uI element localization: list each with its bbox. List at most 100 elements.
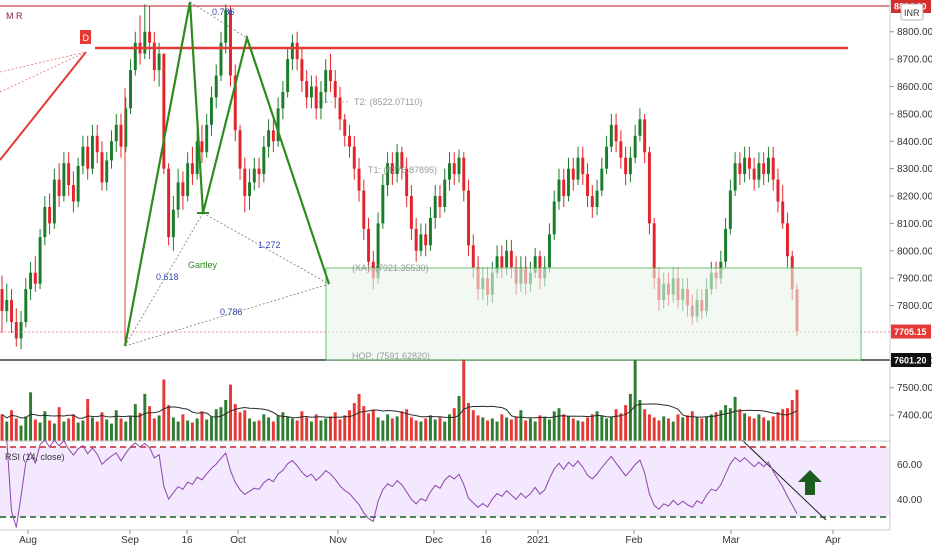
- volume-bar: [628, 393, 632, 441]
- volume-bar: [690, 411, 694, 441]
- rsi-trend-line: [741, 439, 827, 521]
- volume-bar: [33, 419, 37, 441]
- candle-body: [467, 190, 471, 246]
- volume-bar: [443, 421, 447, 441]
- volume-bar: [666, 418, 670, 441]
- volume-bar: [395, 416, 399, 441]
- price-badge-label: 7705.15: [894, 327, 927, 337]
- candle-body: [133, 42, 137, 71]
- candle-body: [229, 9, 232, 76]
- volume-bar: [86, 398, 90, 441]
- volume-bar: [105, 419, 109, 441]
- volume-bar: [486, 420, 490, 441]
- volume-bar: [543, 417, 547, 441]
- candle-body: [357, 168, 361, 191]
- candle-body: [271, 130, 275, 142]
- time-tick-label: Nov: [329, 535, 347, 546]
- candle-body: [581, 157, 585, 175]
- ratio-label-ac: 0.786: [212, 7, 235, 17]
- volume-bar: [695, 417, 699, 441]
- volume-bar: [657, 420, 661, 441]
- candle-body: [400, 152, 404, 169]
- volume-bar: [438, 417, 442, 441]
- gartley-bd-dotted: [202, 212, 330, 285]
- candle-body: [333, 81, 337, 98]
- volume-bar: [43, 411, 47, 441]
- volume-bar: [428, 415, 432, 441]
- volume-bar: [471, 410, 475, 441]
- volume-bar: [400, 411, 404, 441]
- candle-body: [576, 157, 580, 180]
- candle-body: [381, 185, 385, 224]
- volume-bar: [143, 393, 147, 441]
- volume-bar: [738, 409, 742, 441]
- volume-bar: [676, 414, 680, 441]
- candle-body: [181, 182, 185, 197]
- candle-body: [0, 289, 4, 312]
- volume-bar: [562, 414, 566, 441]
- volume-bar: [462, 359, 466, 441]
- volume-bar: [662, 416, 666, 441]
- time-tick-label: 16: [181, 535, 193, 546]
- candle-body: [38, 237, 42, 284]
- candle-body: [257, 168, 261, 175]
- candle-body: [148, 31, 152, 43]
- candle-body: [24, 289, 28, 322]
- candle-body: [10, 300, 13, 322]
- volume-bar: [681, 417, 685, 441]
- candle-body: [471, 245, 475, 268]
- volume-bar: [514, 416, 518, 441]
- candle-body: [248, 182, 252, 197]
- volume-bar: [590, 414, 594, 441]
- candle-body: [367, 228, 371, 262]
- volume-bar: [505, 417, 509, 441]
- volume-bar: [186, 420, 190, 441]
- candle-body: [500, 256, 504, 268]
- volume-bar: [352, 403, 356, 441]
- volume-bar: [700, 418, 704, 441]
- candle-body: [390, 163, 394, 175]
- volume-bar: [57, 407, 61, 441]
- rsi-band-fill: [0, 447, 890, 517]
- volume-bar: [110, 423, 113, 441]
- dotted-fan-line-1: [0, 51, 87, 73]
- volume-bar: [76, 422, 80, 441]
- candle-body: [86, 146, 90, 169]
- t2-label: T2: (8522.07110): [354, 97, 422, 107]
- candle-body: [114, 124, 118, 142]
- currency-badge[interactable]: INR: [900, 3, 924, 21]
- volume-bar: [390, 418, 394, 441]
- candle-body: [443, 179, 447, 207]
- price-tick-label: 8500.00: [897, 109, 932, 120]
- candle-body: [62, 163, 66, 197]
- volume-bar: [476, 415, 480, 441]
- time-axis[interactable]: Aug Sep 16 Oct Nov Dec 16 2021 Feb Mar Apr: [19, 530, 841, 546]
- volume-bar: [414, 420, 418, 441]
- price-tick-label: 8300.00: [897, 164, 932, 175]
- volume-bar: [5, 421, 9, 441]
- candle-body: [728, 190, 732, 229]
- volume-bar: [167, 405, 171, 441]
- volume-bar: [62, 421, 66, 441]
- price-tick-label: 8100.00: [897, 219, 932, 230]
- candle-body: [67, 163, 71, 186]
- price-tick-label: 8800.00: [897, 27, 932, 38]
- price-tick-label: 8600.00: [897, 82, 932, 93]
- candle-body: [52, 179, 56, 224]
- time-tick-label: Sep: [121, 535, 139, 546]
- volume-bar: [624, 405, 628, 441]
- candle-body: [14, 321, 18, 339]
- candle-body: [395, 152, 399, 175]
- volume-bar: [229, 384, 232, 441]
- volume-bar: [319, 420, 323, 441]
- candle-body: [590, 196, 594, 207]
- time-tick-label: Dec: [425, 535, 443, 546]
- candle-body: [300, 59, 304, 82]
- volume-bar: [171, 417, 175, 441]
- volume-bar: [338, 419, 342, 441]
- candle-body: [538, 256, 542, 279]
- volume-bar: [324, 418, 328, 441]
- volume-bar: [790, 400, 794, 441]
- candle-body: [652, 223, 656, 279]
- volume-bar: [638, 400, 642, 441]
